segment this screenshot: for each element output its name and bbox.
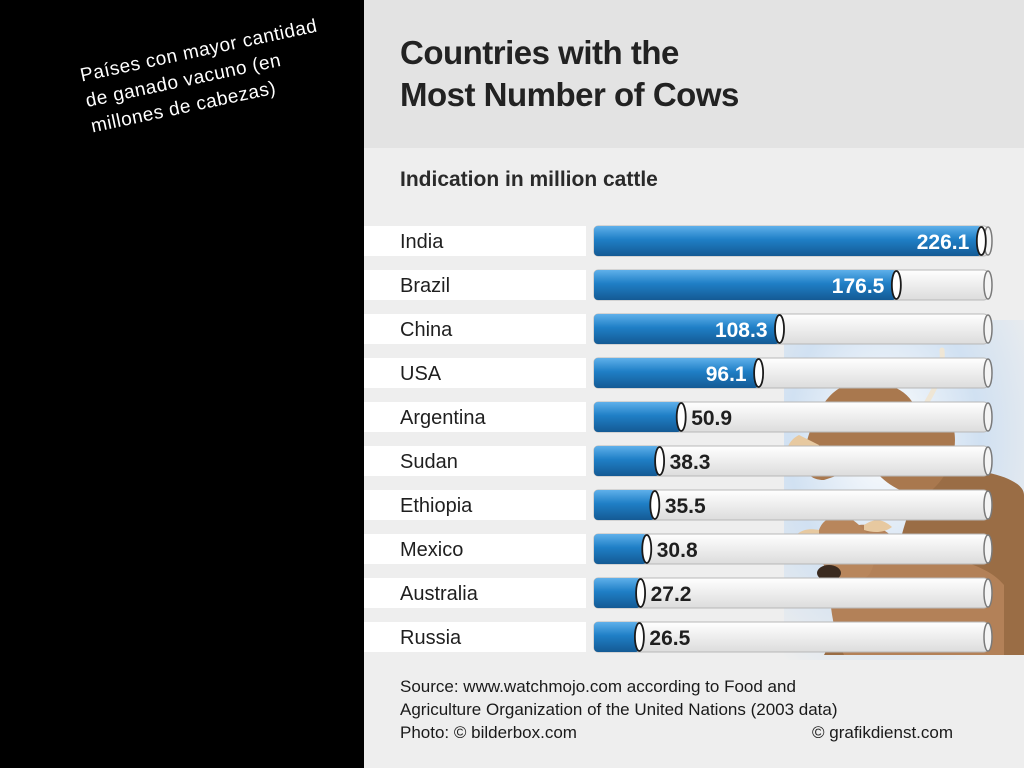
chart-title: Countries with the Most Number of Cows	[400, 32, 960, 116]
data-label: 27.2	[651, 583, 692, 606]
bar	[594, 446, 660, 476]
row-label-background	[364, 226, 586, 256]
credits-line: Photo: © bilderbox.com © grafikdienst.co…	[400, 721, 1000, 744]
bar-end-cap	[753, 358, 765, 388]
bar-track-end-cap	[983, 534, 993, 564]
row-label-background	[364, 358, 586, 388]
bar-end-cap	[633, 622, 645, 652]
chart-title-line-1: Countries with the	[400, 34, 679, 71]
chart-title-line-2: Most Number of Cows	[400, 76, 739, 113]
bar-track-end-cap	[983, 314, 993, 344]
data-label: 176.5	[832, 275, 885, 298]
data-label: 50.9	[691, 407, 732, 430]
category-label: Sudan	[400, 451, 458, 473]
row-label-background	[364, 402, 586, 432]
bar	[594, 270, 897, 300]
bar-track-end-cap	[983, 490, 993, 520]
photo-credit: Photo: © bilderbox.com	[400, 723, 577, 742]
slide-left-panel: Países con mayor cantidad de ganado vacu…	[0, 0, 364, 768]
copyright-notice: © grafikdienst.com	[812, 723, 954, 742]
bar-end-cap	[635, 578, 646, 608]
bar	[594, 402, 682, 432]
cattle-infographic: Countries with the Most Number of Cows I…	[364, 0, 1024, 768]
data-label: 30.8	[657, 539, 698, 562]
title-band	[364, 0, 1024, 148]
bar-end-cap	[641, 534, 653, 564]
category-label: Russia	[400, 627, 462, 649]
bar-track-end-cap	[983, 270, 993, 300]
bar-track	[593, 533, 989, 565]
bar	[594, 622, 640, 652]
row-label-background	[364, 446, 586, 476]
bar-track-end-cap	[983, 402, 993, 432]
category-label: Australia	[400, 583, 479, 605]
bar-track-end-cap	[983, 622, 993, 652]
data-label: 96.1	[706, 363, 747, 386]
bar-end-cap	[774, 314, 785, 344]
bar	[594, 314, 780, 344]
row-label-background	[364, 270, 586, 300]
bar	[594, 358, 759, 388]
bar	[594, 226, 982, 256]
bar	[594, 534, 647, 564]
category-label: China	[400, 319, 453, 341]
bar-track-end-cap	[983, 578, 993, 608]
row-label-background	[364, 578, 586, 608]
bar-chart: India 226.1 Brazil 176.5 China 108.3 USA 96.1 Ar…	[364, 225, 993, 653]
bar-track-end-cap	[983, 446, 993, 476]
bar	[594, 578, 641, 608]
row-label-background	[364, 534, 586, 564]
data-label: 38.3	[670, 451, 711, 474]
row-label-background	[364, 314, 586, 344]
bar-end-cap	[975, 226, 987, 256]
bar-end-cap	[654, 446, 666, 476]
source-line-2: Agriculture Organization of the United N…	[400, 700, 838, 719]
category-label: Ethiopia	[400, 495, 473, 517]
bar	[594, 490, 655, 520]
data-label: 226.1	[917, 231, 970, 254]
category-label: India	[400, 231, 444, 253]
row-label-background	[364, 490, 586, 520]
data-label: 108.3	[715, 319, 768, 342]
spanish-caption: Países con mayor cantidad de ganado vacu…	[78, 15, 320, 138]
category-label: Argentina	[400, 407, 486, 429]
bar-end-cap	[649, 490, 661, 520]
bar-end-cap	[890, 270, 902, 300]
bar-end-cap	[675, 402, 687, 432]
chart-subtitle: Indication in million cattle	[400, 168, 658, 191]
row-label-background	[364, 622, 586, 652]
category-label: Mexico	[400, 539, 463, 561]
source-line-1: Source: www.watchmojo.com according to F…	[400, 677, 796, 696]
category-label: USA	[400, 363, 442, 385]
data-label: 35.5	[665, 495, 706, 518]
data-label: 26.5	[649, 627, 690, 650]
chart-footer: Source: www.watchmojo.com according to F…	[400, 675, 1000, 744]
bar-track-end-cap	[983, 358, 993, 388]
category-label: Brazil	[400, 275, 450, 297]
